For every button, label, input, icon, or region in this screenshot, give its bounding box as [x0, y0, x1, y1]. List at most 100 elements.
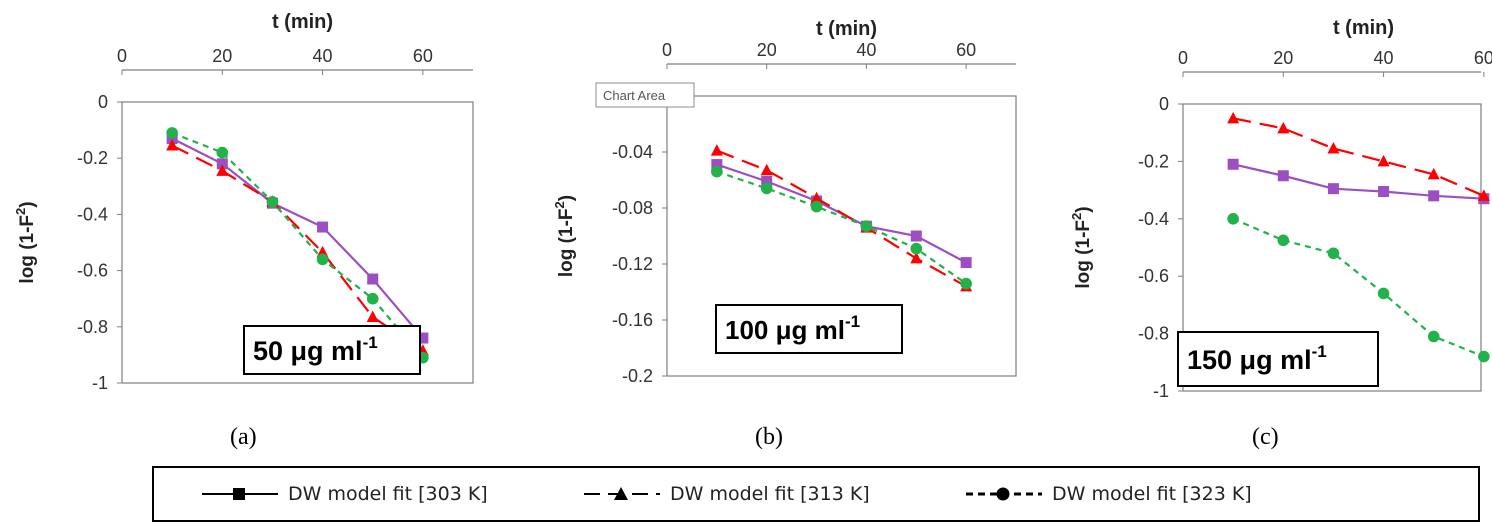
x-tick-label-a: 0	[117, 46, 127, 66]
caption-a: (a)	[230, 424, 257, 450]
data-point-circle	[1427, 330, 1440, 343]
x-tick-label-c: 0	[1178, 48, 1188, 68]
x-tick-label-b: 40	[856, 40, 876, 60]
y-tick-label-a: -0.6	[77, 261, 108, 281]
plot-area-a	[121, 101, 474, 384]
data-point-circle	[216, 146, 229, 159]
legend-item-323k: DW model fit [323 K]	[964, 468, 1252, 520]
data-point-circle	[910, 242, 923, 255]
data-point-triangle	[1377, 154, 1390, 167]
y-tick-label-b: -0.16	[612, 310, 653, 330]
data-point-square	[761, 175, 773, 187]
data-point-circle	[1227, 213, 1239, 225]
data-point-triangle	[810, 191, 823, 204]
data-point-circle	[316, 253, 329, 266]
y-tick-label-a: -0.8	[77, 317, 108, 337]
x-tick-label-c: 40	[1374, 48, 1394, 68]
y-tick-label-c: -0.6	[1138, 266, 1169, 286]
legend-item-313k: DW model fit [313 K]	[582, 468, 870, 520]
legend-swatch-303k	[202, 488, 278, 500]
chart-area-tooltip-text: Chart Area	[603, 88, 666, 103]
data-point-square	[1327, 183, 1339, 195]
data-point-circle	[760, 182, 773, 195]
legend-swatch-323k	[966, 487, 1042, 501]
data-point-square	[216, 158, 228, 170]
series-line-c-1	[1232, 117, 1485, 197]
caption-b: (b)	[755, 424, 783, 450]
data-point-circle	[810, 200, 823, 213]
y-tick-label-b: -0.12	[612, 254, 653, 274]
data-point-circle	[711, 165, 723, 178]
plot-area-b	[666, 95, 1017, 377]
x-axis-title-b: t (min)	[816, 18, 877, 40]
data-point-circle	[1277, 234, 1290, 247]
data-point-square	[317, 221, 329, 233]
data-point-square	[960, 257, 972, 269]
y-tick-label-b: -0.2	[622, 366, 653, 386]
x-axis-title-a: t (min)	[272, 11, 333, 33]
data-point-circle	[1377, 287, 1390, 300]
data-point-circle	[960, 277, 972, 290]
data-point-triangle	[166, 139, 179, 151]
y-tick-label-a: 0	[98, 92, 108, 112]
y-tick-label-c: -0.8	[1138, 324, 1169, 344]
concentration-label-c: 150 μg ml-1	[1187, 342, 1327, 375]
y-tick-label-a: -0.4	[77, 204, 108, 224]
y-tick-label-c: 0	[1159, 94, 1169, 114]
legend-item-303k: DW model fit [303 K]	[200, 468, 488, 520]
data-point-square	[910, 230, 922, 242]
caption-c: (c)	[1252, 424, 1279, 450]
x-tick-label-b: 20	[757, 40, 777, 60]
x-tick-label-c: 60	[1474, 48, 1492, 68]
data-point-triangle	[1477, 189, 1490, 201]
data-point-square	[1428, 190, 1440, 202]
data-point-triangle	[1277, 121, 1290, 134]
series-line-c-0	[1232, 163, 1484, 200]
series-line-b-2	[716, 170, 967, 285]
concentration-label-a: 50 μg ml-1	[253, 333, 378, 366]
series-line-a-0	[171, 137, 424, 339]
data-point-circle	[366, 292, 379, 305]
series-line-a-1	[171, 144, 424, 352]
data-point-triangle	[1427, 167, 1440, 180]
concentration-box-b	[715, 304, 903, 354]
y-axis-title-b: log (1-F2)	[552, 195, 577, 277]
plot-area-c	[1182, 103, 1482, 392]
x-tick-label-c: 20	[1273, 48, 1293, 68]
data-point-square	[1378, 186, 1390, 198]
concentration-box-a	[243, 325, 421, 375]
data-point-circle	[166, 127, 178, 139]
x-tick-label-a: 60	[413, 46, 433, 66]
chart-panel-b: 0 20 40 60 t (min) -0.04 -0.08 -0.12 -0.16 -0.2 lo…	[552, 18, 1017, 386]
legend-label-303k: DW model fit [303 K]	[288, 483, 488, 505]
series-line-b-1	[716, 149, 967, 288]
legend-label-313k: DW model fit [313 K]	[670, 483, 870, 505]
y-tick-label-c: -1	[1153, 381, 1169, 401]
concentration-box-c	[1177, 331, 1379, 387]
data-point-triangle	[760, 163, 773, 176]
x-tick-label-a: 40	[313, 46, 333, 66]
data-point-triangle	[366, 310, 379, 322]
data-point-square	[367, 273, 379, 285]
y-tick-label-b: -0.04	[612, 142, 653, 162]
y-axis-title-c: log (1-F2)	[1069, 206, 1094, 288]
data-point-triangle	[216, 164, 229, 176]
series-line-a-2	[171, 131, 424, 359]
y-axis-title-a: log (1-F2)	[13, 201, 38, 283]
x-tick-label-a: 20	[212, 46, 232, 66]
data-point-square	[711, 159, 723, 171]
chart-panel-a: 0 20 40 60 t (min) 0 -0.2 -0.4 -0.6 -0.8 -1 log (1-…	[13, 11, 474, 393]
y-tick-label-c: -0.4	[1138, 209, 1169, 229]
data-point-square	[1277, 170, 1289, 182]
data-point-circle	[1327, 247, 1340, 260]
chart-area-tooltip	[595, 82, 695, 108]
data-point-triangle	[910, 251, 923, 264]
concentration-label-b: 100 μg ml-1	[725, 312, 860, 345]
x-tick-label-b: 0	[662, 40, 672, 60]
x-tick-label-b: 60	[956, 40, 976, 60]
x-axis-title-c: t (min)	[1333, 17, 1394, 39]
series-line-c-2	[1232, 217, 1485, 358]
data-point-circle	[860, 220, 873, 232]
data-point-square	[417, 332, 429, 344]
